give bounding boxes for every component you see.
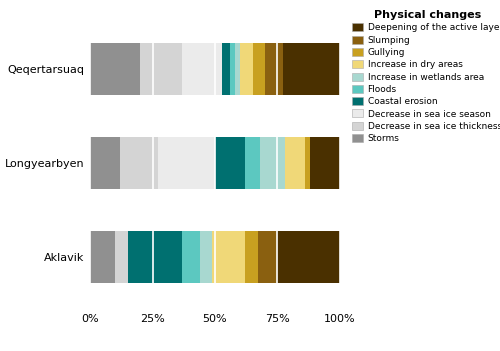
Bar	[120, 137, 158, 189]
Bar	[235, 44, 240, 95]
Bar	[258, 231, 278, 283]
Bar	[278, 231, 340, 283]
Bar	[305, 137, 310, 189]
Bar	[265, 44, 282, 95]
Bar	[260, 137, 285, 189]
Bar	[282, 44, 340, 95]
Bar	[140, 44, 182, 95]
Bar	[230, 44, 235, 95]
Bar	[182, 44, 222, 95]
Bar	[245, 137, 260, 189]
Bar	[182, 231, 200, 283]
Bar	[285, 137, 305, 189]
Bar	[252, 44, 265, 95]
Bar	[115, 231, 128, 283]
Bar	[212, 231, 245, 283]
Bar	[90, 231, 115, 283]
Legend: Deepening of the active layer, Slumping, Gullying, Increase in dry areas, Increa: Deepening of the active layer, Slumping,…	[350, 7, 500, 146]
Bar	[90, 44, 140, 95]
Bar	[240, 44, 252, 95]
Bar	[245, 231, 258, 283]
Bar	[200, 231, 212, 283]
Bar	[158, 137, 215, 189]
Bar	[310, 137, 340, 189]
Bar	[128, 231, 182, 283]
Bar	[222, 44, 230, 95]
Bar	[90, 137, 120, 189]
Bar	[215, 137, 245, 189]
